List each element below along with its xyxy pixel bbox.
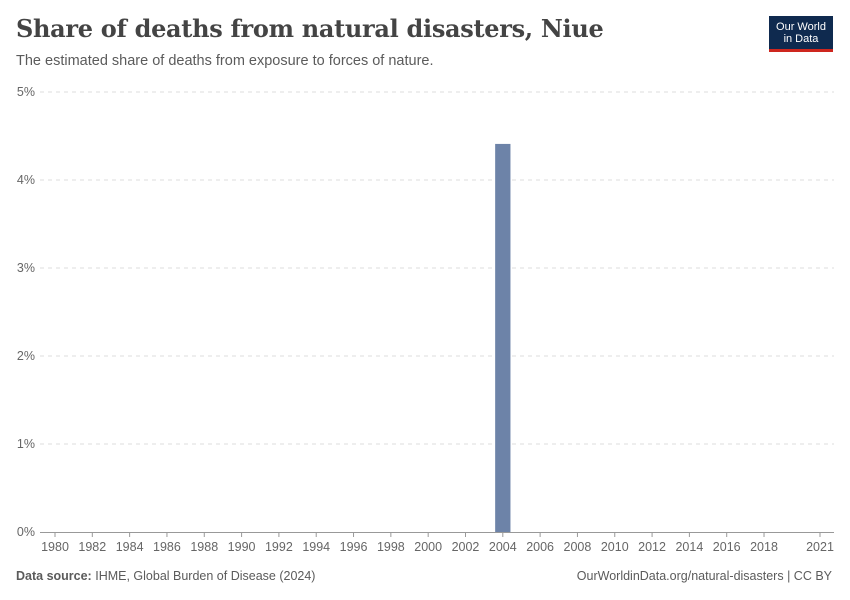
x-tick-label: 2016	[713, 540, 741, 554]
bars	[495, 143, 511, 533]
x-tick-label: 1988	[190, 540, 218, 554]
x-tick-label: 1994	[302, 540, 330, 554]
x-tick-label: 2012	[638, 540, 666, 554]
y-axis-labels: 0% 1% 2% 3% 4% 5%	[17, 85, 35, 539]
y-tick-label: 1%	[17, 437, 35, 451]
data-source-text: IHME, Global Burden of Disease (2024)	[95, 569, 316, 583]
y-tick-label: 3%	[17, 261, 35, 275]
y-tick-label: 2%	[17, 349, 35, 363]
x-tick-label: 2000	[414, 540, 442, 554]
y-tick-label: 5%	[17, 85, 35, 99]
x-tick-label: 2008	[564, 540, 592, 554]
x-tick-label: 1996	[340, 540, 368, 554]
logo-line-1: Our World	[776, 20, 826, 33]
x-axis: 1980 1982 1984 1986 1988 1990 1992 1994 1996 1998…	[40, 532, 834, 554]
chart-title: Share of deaths from natural disasters, …	[16, 14, 604, 43]
x-tick-label: 2010	[601, 540, 629, 554]
x-tick-label: 1986	[153, 540, 181, 554]
owid-logo[interactable]: Our World in Data	[769, 16, 833, 52]
x-tick-label: 2014	[675, 540, 703, 554]
footer-link[interactable]: OurWorldinData.org/natural-disasters | C…	[576, 569, 832, 583]
x-tick-label: 1982	[78, 540, 106, 554]
logo-line-2: in Data	[783, 32, 819, 45]
x-tick-label: 1992	[265, 540, 293, 554]
x-tick-label: 2004	[489, 540, 517, 554]
chart-subtitle: The estimated share of deaths from expos…	[16, 53, 434, 69]
y-tick-label: 4%	[17, 173, 35, 187]
x-tick-label: 2018	[750, 540, 778, 554]
x-tick-label: 1998	[377, 540, 405, 554]
bar-2004	[495, 143, 511, 533]
x-tick-label: 1990	[228, 540, 256, 554]
x-tick-label: 2006	[526, 540, 554, 554]
y-tick-label: 0%	[17, 525, 35, 539]
data-source: Data source: IHME, Global Burden of Dise…	[16, 569, 315, 583]
x-tick-label: 2021	[806, 540, 834, 554]
x-tick-label: 2002	[452, 540, 480, 554]
data-source-label: Data source:	[16, 569, 92, 583]
x-tick-label: 1984	[116, 540, 144, 554]
grid-lines	[40, 91, 834, 445]
x-tick-label: 1980	[41, 540, 69, 554]
